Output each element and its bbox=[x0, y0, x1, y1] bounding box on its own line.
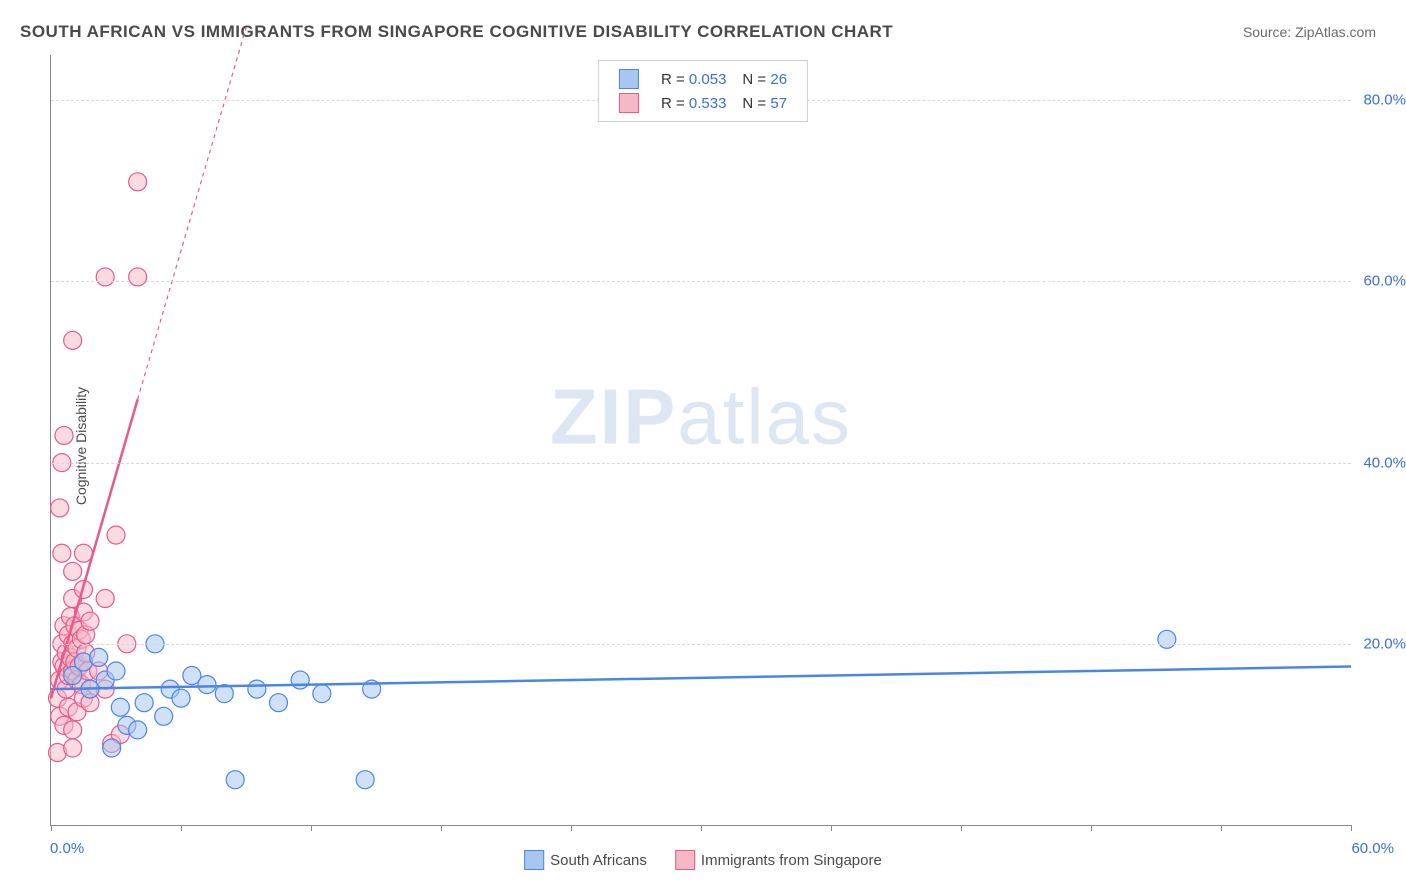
data-point bbox=[51, 499, 69, 517]
data-point bbox=[291, 671, 309, 689]
legend-label: South Africans bbox=[550, 852, 647, 869]
x-tick bbox=[1351, 825, 1352, 831]
data-point bbox=[75, 544, 93, 562]
legend-stats: R = 0.053 N = 26 R = 0.533 N = 57 bbox=[598, 60, 808, 122]
swatch-blue bbox=[619, 69, 639, 89]
legend-swatch bbox=[524, 850, 544, 870]
legend-stats-row-blue: R = 0.053 N = 26 bbox=[611, 67, 795, 91]
data-point bbox=[155, 707, 173, 725]
data-point bbox=[107, 662, 125, 680]
data-point bbox=[53, 544, 71, 562]
legend-swatch bbox=[675, 850, 695, 870]
data-point bbox=[103, 739, 121, 757]
legend-bottom-item: Immigrants from Singapore bbox=[675, 850, 882, 870]
gridline bbox=[51, 463, 1351, 464]
x-tick bbox=[571, 825, 572, 831]
data-point bbox=[64, 562, 82, 580]
data-point bbox=[270, 694, 288, 712]
x-axis-min-label: 0.0% bbox=[50, 840, 84, 857]
data-point bbox=[135, 694, 153, 712]
data-point bbox=[129, 173, 147, 191]
data-point bbox=[64, 331, 82, 349]
data-point bbox=[90, 648, 108, 666]
x-tick bbox=[311, 825, 312, 831]
data-point bbox=[1158, 630, 1176, 648]
swatch-pink bbox=[619, 93, 639, 113]
data-point bbox=[96, 268, 114, 286]
x-tick bbox=[831, 825, 832, 831]
x-tick bbox=[51, 825, 52, 831]
chart-title: SOUTH AFRICAN VS IMMIGRANTS FROM SINGAPO… bbox=[20, 22, 893, 42]
x-tick bbox=[181, 825, 182, 831]
y-tick-label: 20.0% bbox=[1363, 635, 1406, 652]
data-point bbox=[107, 526, 125, 544]
data-point bbox=[356, 771, 374, 789]
source-label: Source: ZipAtlas.com bbox=[1243, 24, 1376, 40]
gridline bbox=[51, 644, 1351, 645]
data-point bbox=[172, 689, 190, 707]
x-tick bbox=[1221, 825, 1222, 831]
legend-bottom: South Africans Immigrants from Singapore bbox=[510, 850, 896, 874]
data-point bbox=[198, 676, 216, 694]
y-tick-label: 60.0% bbox=[1363, 273, 1406, 290]
trend-line bbox=[51, 666, 1351, 689]
legend-stats-row-pink: R = 0.533 N = 57 bbox=[611, 91, 795, 115]
data-point bbox=[81, 612, 99, 630]
data-point bbox=[64, 739, 82, 757]
x-tick bbox=[1091, 825, 1092, 831]
data-point bbox=[96, 590, 114, 608]
data-point bbox=[55, 426, 73, 444]
x-axis-max-label: 60.0% bbox=[1351, 840, 1394, 857]
legend-label: Immigrants from Singapore bbox=[701, 852, 882, 869]
gridline bbox=[51, 281, 1351, 282]
data-point bbox=[64, 721, 82, 739]
y-tick-label: 80.0% bbox=[1363, 92, 1406, 109]
data-point bbox=[226, 771, 244, 789]
trend-line bbox=[138, 28, 246, 399]
data-point bbox=[248, 680, 266, 698]
data-point bbox=[313, 685, 331, 703]
plot-area: ZIPatlas 20.0%40.0%60.0%80.0% bbox=[50, 55, 1351, 826]
data-point bbox=[129, 268, 147, 286]
y-tick-label: 40.0% bbox=[1363, 454, 1406, 471]
plot-svg bbox=[51, 55, 1351, 825]
data-point bbox=[111, 698, 129, 716]
x-tick bbox=[701, 825, 702, 831]
data-point bbox=[129, 721, 147, 739]
x-tick bbox=[441, 825, 442, 831]
x-tick bbox=[961, 825, 962, 831]
legend-bottom-item: South Africans bbox=[524, 850, 647, 870]
